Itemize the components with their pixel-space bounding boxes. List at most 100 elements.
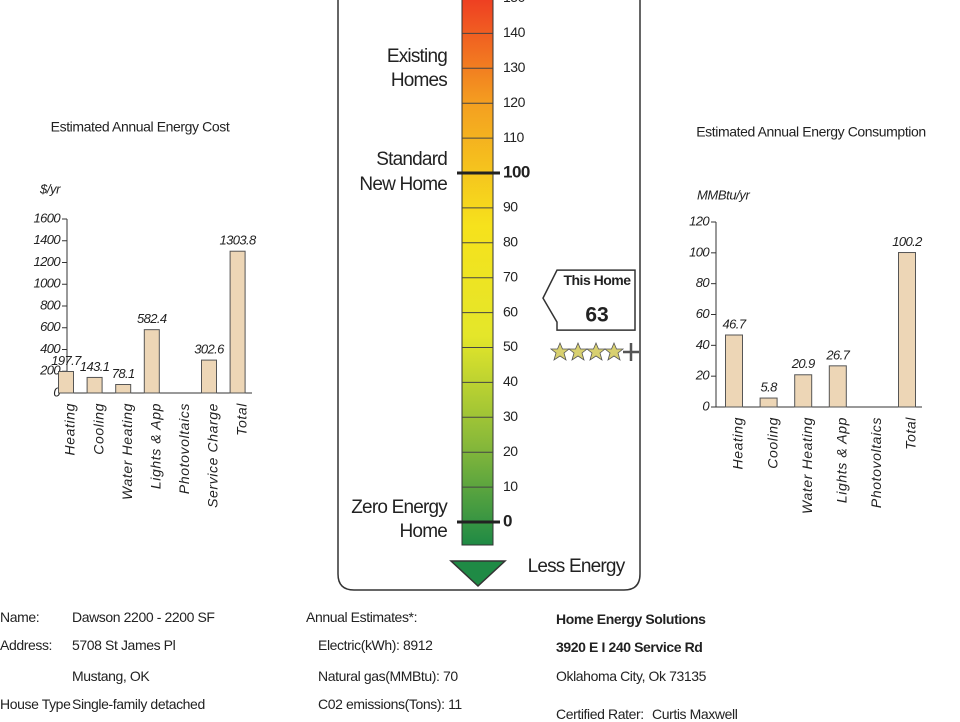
x-tick-label: Photovoltaics <box>868 417 884 508</box>
value-label: 197.7 <box>51 353 82 368</box>
x-tick-label: Water Heating <box>119 403 135 500</box>
existing-homes-label: Existing <box>387 46 447 67</box>
y-tick-label: 1000 <box>33 276 61 291</box>
name-value: Dawson 2200 - 2200 SF <box>72 609 215 625</box>
y-tick-label: 1200 <box>33 254 61 269</box>
y-tick-label: 1600 <box>33 210 61 225</box>
scale-tick-label: 110 <box>503 129 525 145</box>
standard-new-home-label: New Home <box>359 174 447 195</box>
y-tick-label: 200 <box>39 363 61 378</box>
scale-tick-label: 130 <box>503 59 526 75</box>
certified-label: Certified Rater: <box>556 706 644 722</box>
scale-tick-label: 10 <box>503 478 518 494</box>
value-label: 5.8 <box>760 379 778 394</box>
scale-tick-label: 150 <box>503 0 526 5</box>
rater-company: Home Energy Solutions <box>556 611 706 627</box>
y-tick-label: 600 <box>40 319 61 334</box>
x-tick-label: Lights & App <box>148 403 164 489</box>
this-home-label: This Home <box>563 272 631 288</box>
bar <box>759 397 778 408</box>
name-label: Name: <box>0 609 40 625</box>
zero-energy-home-label: Home <box>400 521 448 542</box>
value-label: 582.4 <box>137 311 167 326</box>
y-tick-label: 80 <box>696 275 711 290</box>
bar <box>828 365 847 408</box>
x-tick-label: Heating <box>62 403 78 455</box>
scale-tick-label: 140 <box>503 24 526 40</box>
y-tick-label: 40 <box>696 337 711 352</box>
scale-tick-label: 100 <box>503 162 530 181</box>
y-tick-label: 0 <box>702 398 710 413</box>
bar <box>86 376 103 394</box>
standard-new-home-label: Standard <box>376 149 447 170</box>
y-tick-label: 0 <box>53 384 61 399</box>
value-label: 143.1 <box>80 359 110 374</box>
house-type-value: Single-family detached <box>72 696 205 712</box>
value-label: 100.2 <box>892 234 923 249</box>
bar <box>725 334 743 408</box>
x-tick-label: Heating <box>730 417 746 469</box>
chart-title: Estimated Annual Energy Consumption <box>696 124 926 140</box>
value-label: 302.6 <box>194 342 225 357</box>
star-rating <box>549 341 639 361</box>
value-label: 1303.8 <box>220 233 258 248</box>
city-value: Mustang, OK <box>72 668 150 684</box>
x-tick-label: Service Charge <box>205 403 221 508</box>
y-tick-label: 100 <box>689 244 710 259</box>
y-tick-label: 800 <box>40 297 61 312</box>
bar <box>898 252 916 408</box>
value-label: 46.7 <box>723 316 747 331</box>
certified-value: Curtis Maxwell <box>652 706 738 722</box>
value-label: 26.7 <box>825 347 850 362</box>
bar <box>143 329 160 394</box>
chart-title: Estimated Annual Energy Cost <box>51 119 230 135</box>
scale-tick-label: 20 <box>503 443 518 459</box>
estimate-item: Electric(kWh): 8912 <box>318 637 433 653</box>
estimate-item: Natural gas(MMBtu): 70 <box>318 668 458 684</box>
bar <box>229 250 246 394</box>
rating-frame <box>337 0 641 591</box>
x-tick-label: Lights & App <box>834 417 850 503</box>
value-label: 78.1 <box>112 366 135 381</box>
scale-tick-label: 80 <box>503 234 518 250</box>
rating-bar <box>461 0 494 546</box>
y-tick-label: 400 <box>40 341 61 356</box>
less-energy-label: Less Energy <box>528 556 626 577</box>
scale-tick-label: 70 <box>503 268 518 284</box>
scale-tick-label: 60 <box>503 303 518 319</box>
rater-address: 3920 E I 240 Service Rd <box>556 639 703 655</box>
scale-tick-label: 30 <box>503 408 518 424</box>
house-type-label: House Type <box>0 696 71 712</box>
bar <box>115 384 132 394</box>
zero-energy-home-label: Zero Energy <box>351 497 448 518</box>
y-axis-label: $/yr <box>39 181 61 196</box>
down-arrow <box>449 560 507 588</box>
address-label: Address: <box>0 637 53 653</box>
this-home-marker <box>542 269 636 331</box>
scale-tick-label: 120 <box>503 94 526 110</box>
x-tick-label: Water Heating <box>799 417 815 514</box>
bar <box>58 371 74 394</box>
value-label: 20.9 <box>791 356 815 371</box>
scale-tick-label: 90 <box>503 199 518 215</box>
existing-homes-label: Homes <box>391 70 447 91</box>
x-tick-label: Cooling <box>90 403 106 455</box>
scale-tick-label: 50 <box>503 338 518 354</box>
x-tick-label: Photovoltaics <box>176 403 192 494</box>
x-tick-label: Total <box>903 417 919 450</box>
scale-tick-label: 40 <box>503 373 518 389</box>
y-tick-label: 120 <box>689 213 710 228</box>
y-axis-label: MMBtu/yr <box>697 187 750 202</box>
scale-tick-label: 0 <box>503 511 512 530</box>
rater-city: Oklahoma City, Ok 73135 <box>556 668 707 684</box>
bar <box>201 359 217 394</box>
y-tick-label: 60 <box>696 306 711 321</box>
x-tick-label: Cooling <box>764 417 780 469</box>
y-tick-label: 20 <box>695 368 711 383</box>
y-tick-label: 1400 <box>33 232 61 247</box>
address-value: 5708 St James Pl <box>72 637 176 653</box>
estimates-title: Annual Estimates*: <box>306 609 418 625</box>
bar <box>794 374 813 408</box>
